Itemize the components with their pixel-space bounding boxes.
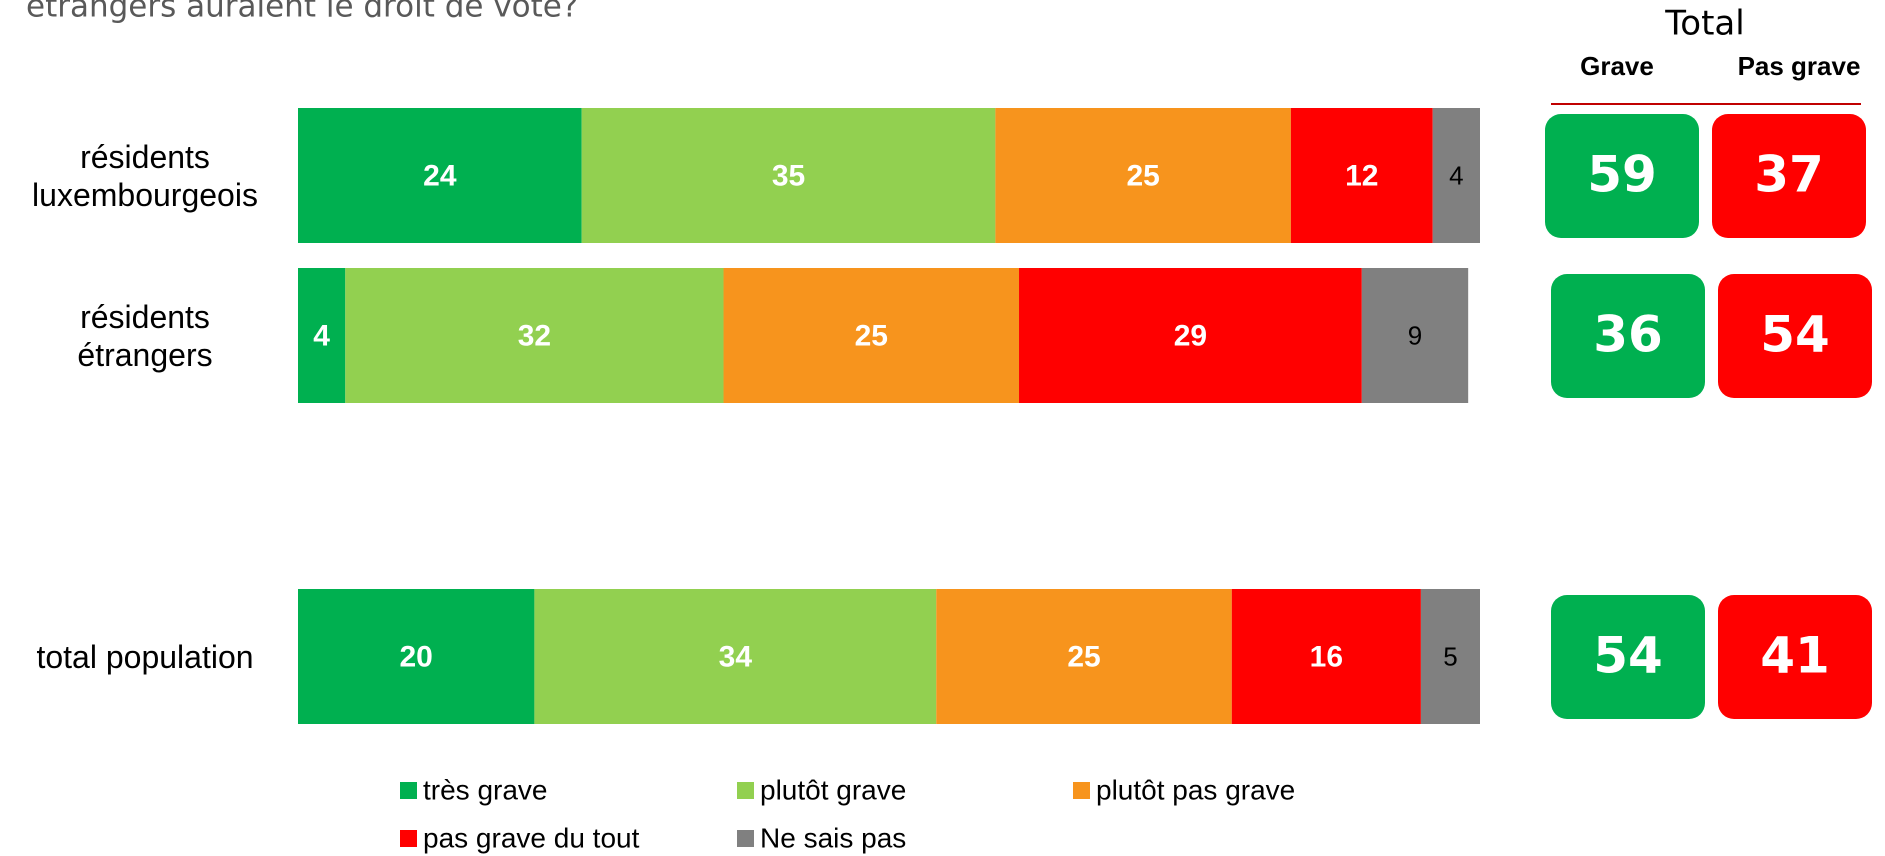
total-box bbox=[1551, 274, 1705, 398]
value-label: 5 bbox=[1443, 641, 1457, 671]
category-label: résidents étrangers bbox=[77, 298, 213, 373]
chart-title: étrangers auraient le droit de vote? bbox=[26, 0, 578, 25]
bar-segment bbox=[298, 589, 535, 724]
bar-segment bbox=[1231, 589, 1421, 724]
bar-segment bbox=[1361, 268, 1469, 403]
total-box bbox=[1551, 595, 1705, 719]
totals-column: Pas grave bbox=[1738, 51, 1861, 81]
legend-label: pas grave du tout bbox=[423, 822, 640, 853]
total-box bbox=[1545, 114, 1699, 238]
total-box bbox=[1718, 595, 1872, 719]
bar-segment bbox=[1420, 589, 1480, 724]
totals-column: Grave bbox=[1580, 51, 1654, 81]
bar-segment bbox=[995, 108, 1291, 243]
bar-segment bbox=[581, 108, 996, 243]
bar-segment bbox=[1019, 268, 1362, 403]
total-value: 54 bbox=[1760, 306, 1830, 364]
value-label: 4 bbox=[1449, 160, 1463, 190]
totals-title: Total bbox=[1664, 4, 1744, 44]
bar-segment bbox=[345, 268, 724, 403]
value-label: 32 bbox=[518, 319, 551, 352]
value-label: 35 bbox=[772, 159, 805, 192]
total-value: 36 bbox=[1593, 306, 1663, 364]
legend-label: plutôt grave bbox=[760, 774, 906, 805]
total-value: 54 bbox=[1593, 627, 1663, 685]
value-label: 12 bbox=[1345, 159, 1378, 192]
legend-swatch bbox=[1073, 782, 1090, 799]
value-label: 20 bbox=[400, 640, 433, 673]
legend-swatch bbox=[737, 830, 754, 847]
bar-segment bbox=[1290, 108, 1433, 243]
value-label: 25 bbox=[1126, 159, 1159, 192]
total-value: 37 bbox=[1754, 146, 1824, 204]
bar-segment bbox=[534, 589, 937, 724]
total-value: 41 bbox=[1760, 627, 1830, 685]
legend-swatch bbox=[400, 782, 417, 799]
total-box bbox=[1718, 274, 1872, 398]
value-label: 4 bbox=[313, 319, 330, 352]
legend-swatch bbox=[400, 830, 417, 847]
value-label: 9 bbox=[1408, 320, 1422, 350]
value-label: 24 bbox=[423, 159, 457, 192]
value-label: 29 bbox=[1174, 319, 1207, 352]
bar-segment bbox=[298, 268, 346, 403]
value-label: 25 bbox=[855, 319, 888, 352]
legend-swatch bbox=[737, 782, 754, 799]
legend-label: très grave bbox=[423, 774, 548, 805]
bar-segment bbox=[1432, 108, 1480, 243]
bar-segment bbox=[936, 589, 1232, 724]
bar-segment bbox=[298, 108, 582, 243]
category-label: total population bbox=[36, 638, 254, 675]
value-label: 34 bbox=[719, 640, 753, 673]
value-label: 25 bbox=[1067, 640, 1100, 673]
legend-label: Ne sais pas bbox=[760, 822, 906, 853]
category-label: résidents luxembourgeois bbox=[32, 138, 258, 213]
legend-label: plutôt pas grave bbox=[1096, 774, 1295, 805]
total-box bbox=[1712, 114, 1866, 238]
value-label: 16 bbox=[1310, 640, 1343, 673]
total-value: 59 bbox=[1587, 146, 1657, 204]
bar-segment bbox=[723, 268, 1020, 403]
